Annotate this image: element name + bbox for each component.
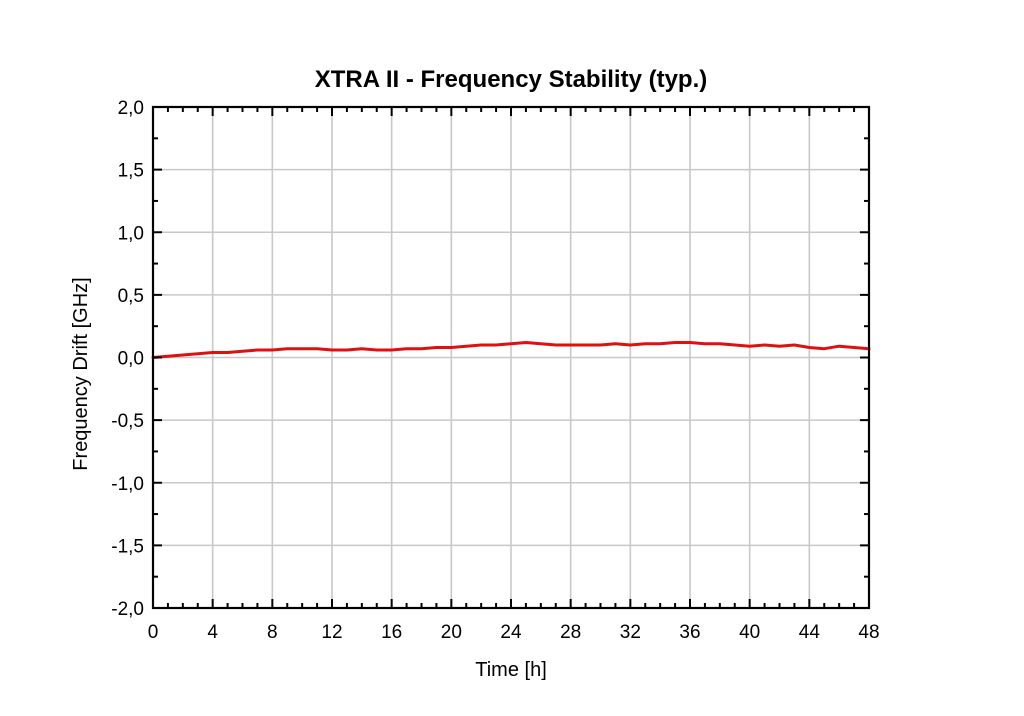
y-tick-label: -1,5 — [111, 536, 144, 557]
axis-ticks — [152, 106, 870, 609]
y-tick-label: -1,0 — [111, 474, 144, 495]
x-tick-label: 8 — [267, 622, 278, 643]
y-tick-label: 0,5 — [118, 286, 144, 307]
y-axis-tick-labels: 2,0 1,5 1,0 0,5 0,0 -0,5 -1,0 -1,5 -2,0 — [111, 98, 144, 620]
x-tick-label: 28 — [560, 622, 581, 643]
y-tick-label: 1,5 — [118, 161, 144, 182]
x-tick-label: 12 — [321, 622, 342, 643]
y-axis-label: Frequency Drift [GHz] — [70, 277, 92, 470]
x-axis-tick-labels: 0 4 8 12 16 20 24 28 32 36 40 44 48 — [148, 622, 880, 643]
y-tick-label: -2,0 — [111, 599, 144, 620]
x-tick-label: 48 — [858, 622, 879, 643]
y-tick-label: -0,5 — [111, 411, 144, 432]
x-tick-label: 44 — [799, 622, 821, 643]
y-tick-label: 0,0 — [118, 349, 144, 370]
frequency-drift-line — [151, 341, 871, 359]
x-tick-label: 40 — [739, 622, 760, 643]
x-tick-label: 24 — [500, 622, 522, 643]
x-tick-label: 36 — [679, 622, 700, 643]
x-tick-label: 16 — [381, 622, 402, 643]
x-tick-label: 0 — [148, 622, 159, 643]
chart-title: XTRA II - Frequency Stability (typ.) — [315, 66, 707, 93]
y-tick-label: 2,0 — [118, 98, 144, 119]
grid-lines — [153, 107, 869, 608]
data-series — [151, 341, 871, 359]
x-tick-label: 32 — [620, 622, 641, 643]
x-tick-label: 4 — [207, 622, 218, 643]
x-axis-label: Time [h] — [475, 659, 547, 681]
y-tick-label: 1,0 — [118, 223, 144, 244]
x-tick-label: 20 — [441, 622, 462, 643]
